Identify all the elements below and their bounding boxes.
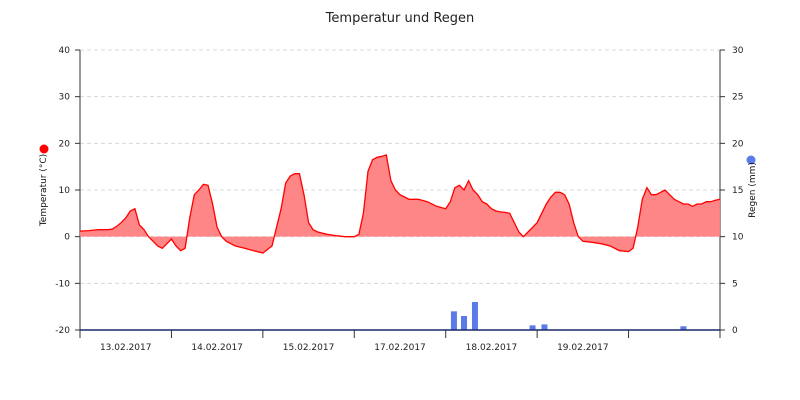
rain-bar <box>450 311 457 330</box>
x-tick-label: 14.02.2017 <box>191 343 243 353</box>
right-tick-label: 25 <box>732 93 743 103</box>
x-tick-label: 18.02.2017 <box>466 343 518 353</box>
x-axis-ticks: 13.02.2017 14.02.2017 15.02.2017 17.02.2017… <box>79 330 721 353</box>
right-tick-label: 20 <box>732 139 744 149</box>
rain-bar <box>541 324 548 330</box>
left-axis-title: Temperatur (°C) <box>39 154 49 227</box>
chart-title: Temperatur und Regen <box>325 11 475 26</box>
left-tick-label: 40 <box>59 46 71 56</box>
right-tick-label: 30 <box>732 46 744 56</box>
right-tick-label: 15 <box>732 186 743 196</box>
x-tick-label: 13.02.2017 <box>100 343 152 353</box>
rain-bar <box>529 325 536 330</box>
temperature-area <box>80 155 720 253</box>
rain-bar <box>680 326 687 330</box>
right-tick-label: 0 <box>732 326 738 336</box>
rain-bar <box>471 302 478 330</box>
right-axis-ticks: 0 5 10 15 20 25 30 <box>719 46 744 336</box>
rain-bar <box>461 316 467 330</box>
rain-bar-layer <box>450 302 687 330</box>
right-tick-label: 5 <box>732 279 738 289</box>
right-tick-label: 10 <box>732 233 744 243</box>
temperature-line <box>79 154 721 254</box>
left-tick-label: -10 <box>55 279 70 289</box>
temperature-area-layer <box>79 154 721 254</box>
left-tick-label: 10 <box>59 186 71 196</box>
x-tick-label: 17.02.2017 <box>374 343 426 353</box>
x-tick-label: 15.02.2017 <box>283 343 335 353</box>
x-tick-label: 19.02.2017 <box>557 343 609 353</box>
right-axis-title: Regen (mm) <box>748 162 758 218</box>
left-tick-label: -20 <box>55 326 70 336</box>
left-axis-ticks: -20 -10 0 10 20 30 40 <box>55 46 81 336</box>
gridlines <box>80 49 720 331</box>
left-tick-label: 0 <box>64 233 70 243</box>
temperature-legend-marker <box>39 144 49 154</box>
left-tick-label: 20 <box>59 139 71 149</box>
rain-legend-marker <box>746 155 756 165</box>
left-tick-label: 30 <box>59 93 71 103</box>
